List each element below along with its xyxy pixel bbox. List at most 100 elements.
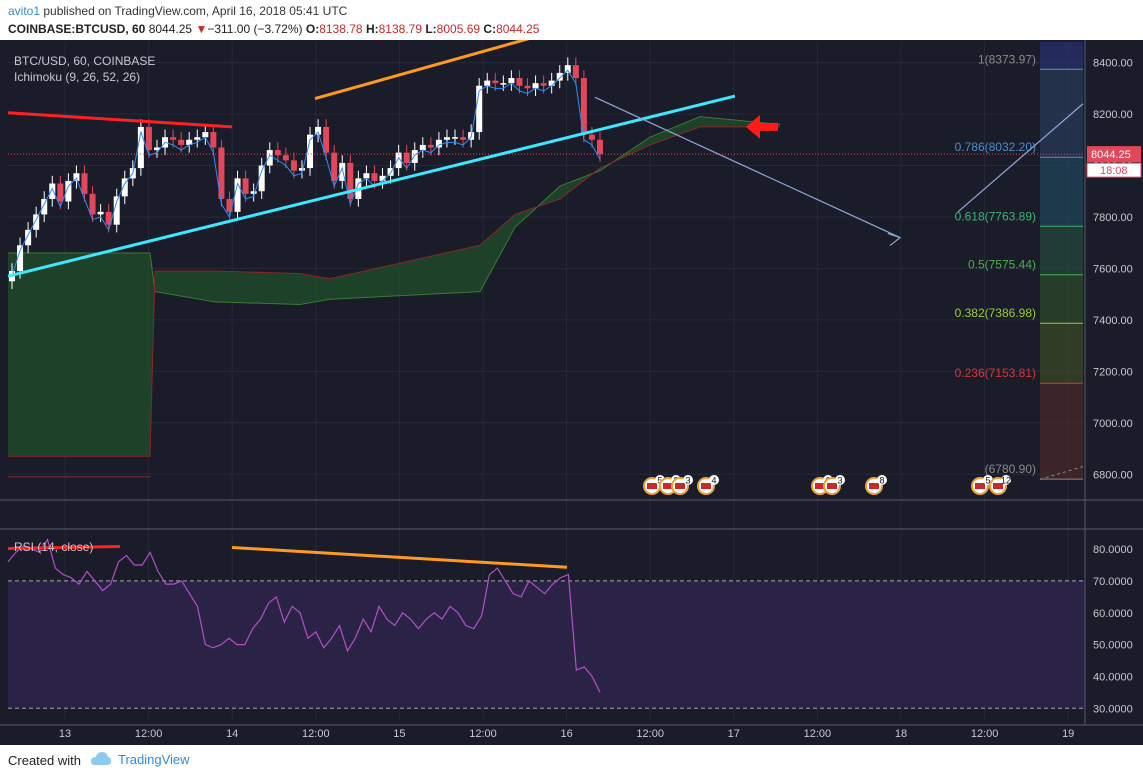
- fib-zone: [1040, 226, 1083, 275]
- candle-body: [508, 78, 515, 84]
- candle-body: [298, 168, 305, 171]
- created-with-text: Created with: [8, 753, 81, 768]
- candle-body: [290, 160, 297, 171]
- red-arrow-icon: [746, 114, 778, 139]
- fib-level-label: 0.786(8032.20): [955, 140, 1036, 154]
- footer: Created with TradingView: [0, 745, 1143, 778]
- rsi-red-trendline: [7, 545, 121, 550]
- candle-body: [580, 78, 587, 135]
- axes: 13 12:00 14 12:00 15 12:00 16 12:00 17 12:00 18 12:…: [0, 40, 1143, 740]
- ohlc-legend: COINBASE:BTCUSD, 60 8044.25 ▼−311.00 (−3…: [8, 22, 539, 36]
- rsi-divergence-line: [231, 546, 568, 569]
- candle-body: [403, 152, 410, 163]
- candle-body: [210, 132, 217, 148]
- chart-svg[interactable]: 1(8373.97) 0.786(8032.20) 0.618(7763.89) 0.…: [0, 35, 1143, 745]
- candle-body: [435, 139, 442, 148]
- candle-body: [500, 83, 507, 85]
- candle-body: [41, 198, 48, 215]
- flag-icon: [975, 483, 985, 489]
- candle-body: [105, 211, 112, 225]
- chart-area[interactable]: 1(8373.97) 0.786(8032.20) 0.618(7763.89) 0.…: [0, 35, 1143, 745]
- resistance-trendline: [7, 111, 233, 129]
- candle-body: [218, 147, 225, 199]
- candle-body: [307, 134, 314, 169]
- candle-body: [564, 65, 571, 73]
- fib-zone-top: [1040, 42, 1083, 70]
- event-badges: 5334638512: [643, 475, 1011, 495]
- y-tick-label: 6800.00: [1093, 469, 1133, 481]
- brand-name: TradingView: [118, 751, 190, 767]
- ichimoku-cloud: [8, 116, 781, 478]
- candle-body: [419, 144, 426, 151]
- rsi-y-tick-label: 40.0000: [1093, 671, 1133, 683]
- y-tick-label: 8400.00: [1093, 58, 1133, 70]
- candle-body: [331, 152, 338, 181]
- last-price: 8044.25: [148, 22, 193, 36]
- x-tick-label: 13: [59, 728, 71, 740]
- rsi-y-tick-label: 80.0000: [1093, 544, 1133, 556]
- badge-count-bg: [709, 475, 719, 485]
- rsi-y-tick-label: 60.0000: [1093, 608, 1133, 620]
- candle-body: [145, 126, 152, 151]
- candle-body: [81, 173, 88, 194]
- x-tick-label: 15: [393, 728, 405, 740]
- publish-text: published on TradingView.com, April 16, …: [40, 4, 348, 18]
- flag-icon: [993, 483, 1003, 489]
- tradingview-brand[interactable]: TradingView: [90, 751, 190, 767]
- candle-body: [540, 83, 547, 86]
- tenkan-line: [11, 69, 601, 277]
- candle-body: [323, 126, 330, 153]
- rsi-y-tick-label: 50.0000: [1093, 640, 1133, 652]
- y-tick-label: 7600.00: [1093, 263, 1133, 275]
- candle-body: [137, 126, 144, 169]
- candle-body: [315, 126, 322, 135]
- candle-body: [258, 165, 265, 192]
- open-label: O:: [305, 22, 320, 36]
- rsi-y-tick-label: 30.0000: [1093, 703, 1133, 715]
- projection-arrow-down: [594, 96, 901, 239]
- candle-body: [73, 173, 80, 181]
- y-tick-label: 7000.00: [1093, 418, 1133, 430]
- candle-body: [282, 155, 289, 161]
- x-tick-label: 12:00: [469, 728, 497, 740]
- candle-body: [339, 162, 346, 181]
- flag-icon: [827, 483, 837, 489]
- badge-count-bg: [835, 475, 845, 485]
- candle-body: [524, 85, 531, 89]
- flag-icon: [815, 483, 825, 489]
- fib-zone: [1040, 274, 1083, 324]
- symbol-label: COINBASE:BTCUSD, 60: [8, 22, 146, 36]
- badge-count: 3: [837, 476, 842, 486]
- rsi-legend[interactable]: RSI (14, close): [14, 540, 93, 554]
- candle-body: [556, 72, 563, 81]
- candle-body: [57, 183, 64, 202]
- candle-body: [25, 229, 32, 246]
- candles: [9, 57, 603, 290]
- candle-body: [242, 178, 249, 194]
- candle-body: [588, 134, 595, 140]
- x-tick-label: 12:00: [135, 728, 163, 740]
- candle-body: [202, 132, 209, 138]
- open-value: 8138.78: [319, 22, 363, 36]
- flag-icon: [663, 483, 673, 489]
- publish-info: avito1 published on TradingView.com, Apr…: [8, 4, 347, 18]
- x-tick-label: 16: [560, 728, 572, 740]
- close-label: C:: [483, 22, 497, 36]
- author-link[interactable]: avito1: [8, 4, 41, 18]
- ichimoku-legend[interactable]: Ichimoku (9, 26, 52, 26): [14, 70, 140, 84]
- fib-zone: [1040, 69, 1083, 158]
- flag-icon: [701, 483, 711, 489]
- main-chart-title: BTC/USD, 60, COINBASE: [14, 54, 155, 68]
- fib-zone: [1040, 383, 1083, 480]
- fibonacci-retracement: 1(8373.97) 0.786(8032.20) 0.618(7763.89) 0.…: [955, 42, 1083, 480]
- candle-body: [65, 180, 72, 202]
- badge-count: 8: [879, 476, 884, 486]
- fib-trend-dashed: [1039, 466, 1084, 480]
- candle-body: [371, 173, 378, 181]
- candle-body: [476, 85, 483, 133]
- support-trendline: [7, 94, 736, 278]
- candle-body: [17, 245, 24, 271]
- projection-arrow-up: [957, 103, 1084, 213]
- fib-level-label: 0.5(7575.44): [968, 258, 1036, 272]
- badge-count-bg: [1001, 475, 1011, 485]
